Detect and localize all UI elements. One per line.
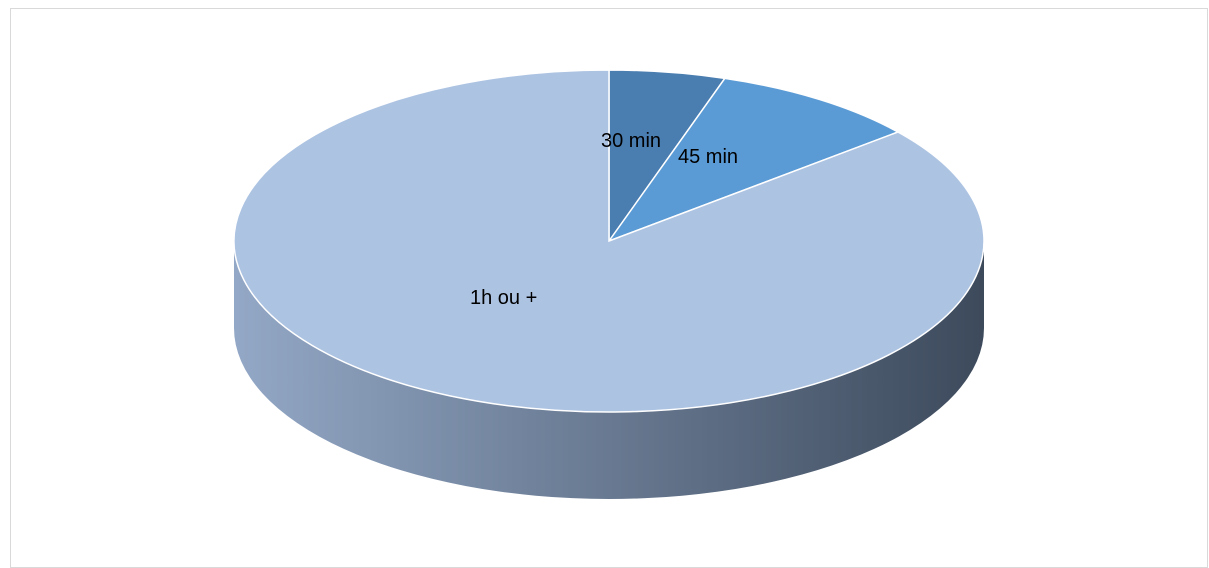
pie-slice-1 [606,77,900,243]
pie-chart: 30 min 45 min 1h ou + [233,69,985,499]
slice-label-1: 45 min [678,146,738,168]
slice-label-2: 1h ou + [470,287,537,309]
slice-label-0: 30 min [601,130,661,152]
pie-side-wall [234,241,984,499]
pie-slice-2 [233,69,985,413]
